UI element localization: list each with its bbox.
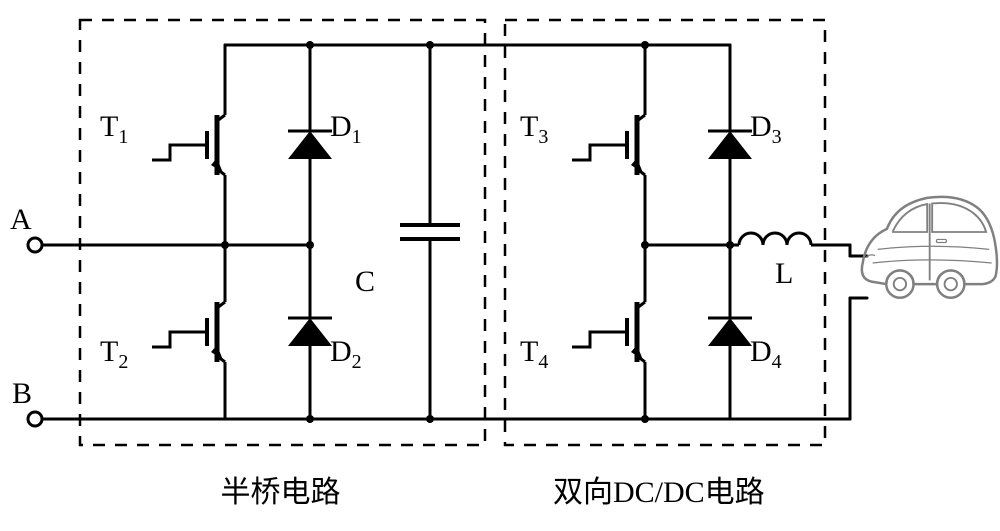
- junction: [426, 415, 434, 423]
- terminal-B: [28, 412, 42, 426]
- diagram-svg: [0, 0, 1000, 531]
- label-D2: D2: [330, 335, 362, 374]
- junction: [306, 41, 314, 49]
- car-icon: [862, 197, 997, 298]
- label-C: C: [355, 265, 375, 299]
- igbt-T2: [152, 245, 225, 419]
- junction: [641, 241, 649, 249]
- diode-D2: [288, 245, 332, 419]
- label-L: L: [775, 257, 793, 291]
- igbt-T3: [572, 45, 645, 245]
- label-T3: T3: [520, 110, 548, 149]
- junction: [306, 241, 314, 249]
- igbt-T1: [152, 45, 225, 245]
- junction: [726, 241, 734, 249]
- label-T4: T4: [520, 335, 548, 374]
- igbt-T4: [572, 245, 645, 419]
- label-terminal-A: A: [10, 203, 32, 237]
- label-terminal-B: B: [12, 377, 32, 411]
- junction: [641, 415, 649, 423]
- junction: [221, 241, 229, 249]
- terminal-A: [28, 238, 42, 252]
- junction: [641, 41, 649, 49]
- diode-D1: [288, 45, 332, 245]
- label-D1: D1: [330, 110, 362, 149]
- diagram-canvas: A B T1 D1 T2 D2 C T3 D3 T4 D4 L 半桥电路 双向DC/DC电路: [0, 0, 1000, 531]
- inductor-L: [730, 233, 820, 245]
- label-right-block: 双向DC/DC电路: [553, 467, 765, 511]
- label-D4: D4: [750, 335, 782, 374]
- left-block-box: [80, 20, 485, 445]
- label-T1: T1: [100, 110, 128, 149]
- junction: [306, 415, 314, 423]
- diode-D3: [708, 45, 752, 245]
- label-D3: D3: [750, 110, 782, 149]
- label-T2: T2: [100, 335, 128, 374]
- junction: [426, 41, 434, 49]
- label-left-block: 半桥电路: [221, 467, 341, 511]
- capacitor-C: [400, 45, 460, 419]
- diode-D4: [708, 245, 752, 419]
